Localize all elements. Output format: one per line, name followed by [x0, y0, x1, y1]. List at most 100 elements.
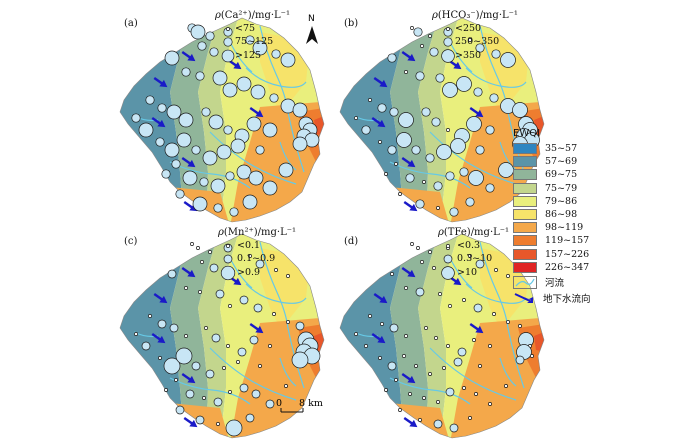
sample-point	[415, 71, 425, 81]
sample-point	[242, 194, 258, 210]
flow-head	[255, 325, 264, 334]
sample-point	[157, 319, 167, 329]
sample-point	[255, 259, 265, 269]
sample-point	[442, 366, 446, 370]
sample-point	[442, 82, 458, 98]
basin-boundary	[339, 17, 545, 223]
sample-point	[398, 192, 402, 196]
flow-label: 地下水流向	[543, 293, 591, 305]
legend-item-medium: 75~125	[235, 36, 274, 47]
river-line	[279, 141, 297, 171]
flow-arrow	[401, 157, 416, 168]
flow-head	[407, 159, 416, 168]
flow-shaft	[371, 117, 382, 125]
flow-shaft	[373, 77, 384, 85]
sample-point	[215, 289, 225, 299]
flow-shaft	[153, 77, 164, 85]
sample-point	[190, 242, 194, 246]
legend-flow: 地下水流向	[513, 291, 633, 305]
sample-point	[222, 82, 238, 98]
sample-point	[280, 52, 296, 68]
sample-point	[248, 254, 252, 258]
sample-point	[208, 250, 212, 254]
flow-shaft	[151, 117, 162, 125]
sample-point	[209, 47, 219, 57]
legend-title: ρ(Ca²⁺)/mg·L⁻¹	[215, 10, 290, 21]
sample-point	[398, 408, 402, 412]
rho-symbol: ρ	[438, 227, 444, 238]
sample-point	[284, 384, 288, 388]
sample-point	[354, 332, 358, 336]
flow-head	[187, 53, 196, 62]
sample-point	[450, 138, 466, 154]
sample-point	[432, 266, 436, 270]
flow-arrow	[403, 201, 418, 212]
sample-point	[485, 183, 495, 193]
sample-point	[446, 128, 450, 132]
sample-point	[268, 344, 272, 348]
ewqi-legend: EWQI 35~57 57~69 69~75 75~79 79~86 86~98 98~11…	[513, 128, 633, 305]
sample-point	[148, 314, 152, 318]
sample-point	[196, 246, 200, 250]
ewqi-swatch	[513, 182, 537, 194]
sample-point	[515, 355, 525, 365]
sample-point	[236, 76, 252, 92]
ewqi-class-item: 226~347	[513, 261, 633, 274]
sample-point	[141, 341, 151, 351]
legend-title: ρ(Mn²⁺)/mg·L⁻¹	[218, 227, 297, 238]
sample-point	[410, 242, 414, 246]
flow-arrow	[151, 117, 166, 128]
sample-point	[175, 347, 193, 365]
sample-point	[485, 125, 495, 135]
ewqi-swatch	[513, 209, 537, 221]
flow-shaft	[401, 51, 412, 59]
sample-point	[163, 357, 181, 375]
sample-point	[210, 178, 226, 194]
legend-title: ρ(TFe)/mg·L⁻¹	[438, 227, 510, 238]
legend-item-small: <250	[455, 23, 482, 34]
sample-point	[265, 399, 275, 409]
ewqi-class-label: 86~98	[545, 209, 578, 221]
sample-point	[448, 304, 452, 308]
sample-point	[225, 419, 243, 437]
legend-symbol	[443, 254, 453, 264]
sample-point	[456, 76, 472, 92]
flow-head	[187, 159, 196, 168]
flow-arrow	[181, 373, 196, 384]
sample-point	[457, 347, 467, 357]
flow-shaft	[181, 51, 192, 59]
sample-point	[201, 107, 211, 117]
ewqi-swatch	[513, 222, 537, 234]
sample-point	[421, 107, 431, 117]
sample-point	[377, 103, 387, 113]
sample-point	[178, 112, 194, 128]
ewqi-zone	[260, 248, 310, 328]
sample-point	[205, 369, 215, 379]
sample-point	[500, 52, 516, 68]
flow-head	[189, 419, 198, 428]
sample-point	[462, 298, 466, 302]
sample-point	[222, 366, 226, 370]
ewqi-swatch	[513, 261, 537, 273]
sample-point	[361, 125, 371, 135]
ewqi-class-item: 57~69	[513, 155, 633, 168]
flow-head	[409, 203, 418, 212]
sample-point	[378, 356, 382, 360]
ewqi-class-item: 86~98	[513, 208, 633, 221]
ewqi-class-label: 98~119	[545, 222, 584, 234]
legend-item-medium: 250~350	[455, 36, 500, 47]
ewqi-swatch	[513, 195, 537, 207]
sample-point	[271, 49, 281, 59]
flow-arrow	[249, 107, 264, 118]
ewqi-class-item: 69~75	[513, 168, 633, 181]
sample-point	[213, 397, 223, 407]
flow-shaft	[403, 417, 414, 425]
sample-point	[202, 396, 206, 400]
flow-shaft	[401, 157, 412, 165]
sample-point	[184, 286, 188, 290]
flow-shaft	[371, 333, 382, 341]
river-line	[245, 283, 307, 304]
sample-point	[255, 145, 265, 155]
sample-point	[473, 87, 483, 97]
sample-point	[237, 347, 247, 357]
